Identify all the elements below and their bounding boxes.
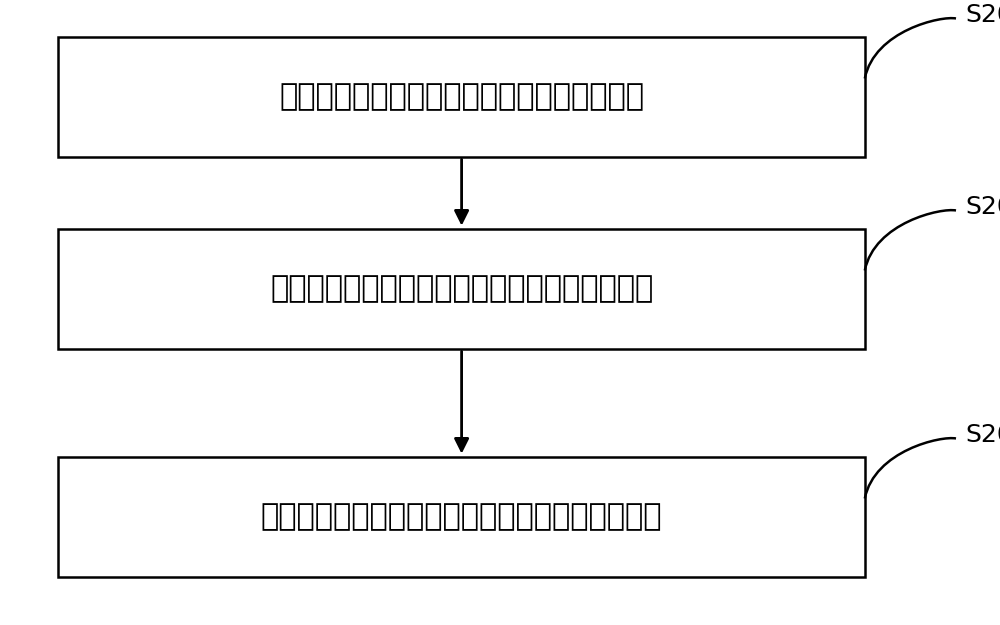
FancyBboxPatch shape xyxy=(58,229,865,349)
Text: S202: S202 xyxy=(966,196,1000,219)
Text: S203: S203 xyxy=(966,424,1000,448)
Text: 将待检测图像进行二值化处理，得到前景图像: 将待检测图像进行二值化处理，得到前景图像 xyxy=(279,82,644,111)
FancyBboxPatch shape xyxy=(58,456,865,576)
Text: 提取处理图像中面积最大的联通域，作为目标区域: 提取处理图像中面积最大的联通域，作为目标区域 xyxy=(261,502,662,531)
FancyBboxPatch shape xyxy=(58,36,865,156)
Text: S201: S201 xyxy=(966,4,1000,28)
Text: 对前景图像进行腐蚀和膨胀处理，得到处理图像: 对前景图像进行腐蚀和膨胀处理，得到处理图像 xyxy=(270,274,653,303)
